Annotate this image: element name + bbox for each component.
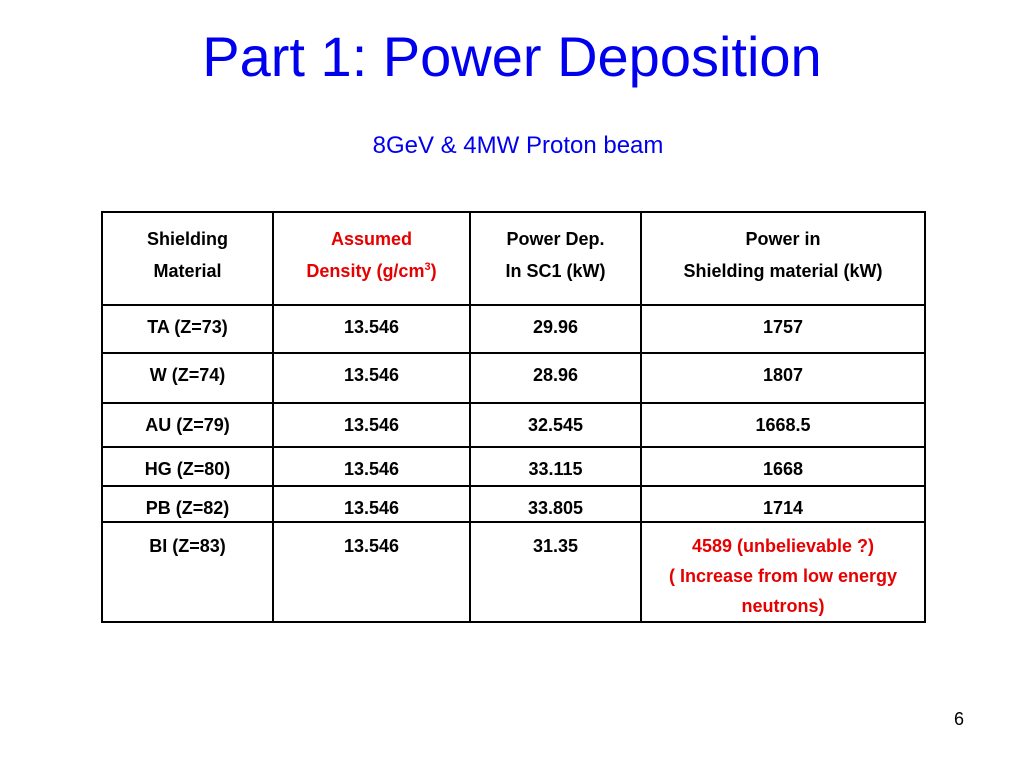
header-line: Density (g/cm3)	[274, 255, 469, 287]
cell-material: PB (Z=82)	[101, 485, 274, 523]
header-line-text: Density (g/cm	[306, 261, 425, 281]
cell-power-shield: 1807	[640, 352, 926, 404]
header-power-dep: Power Dep. In SC1 (kW)	[469, 211, 642, 306]
cell-power-sc1: 32.545	[469, 402, 642, 448]
cell-density: 13.546	[272, 521, 471, 623]
cell-density: 13.546	[272, 485, 471, 523]
header-line: Shielding	[147, 229, 228, 249]
cell-power-shield: 1668	[640, 446, 926, 487]
cell-material: AU (Z=79)	[101, 402, 274, 448]
table-row: BI (Z=83) 13.546 31.35 4589 (unbelievabl…	[101, 521, 926, 623]
header-line: In SC1 (kW)	[505, 261, 606, 281]
header-shielding-material: Shielding Material	[101, 211, 274, 306]
cell-power-sc1: 29.96	[469, 304, 642, 354]
cell-power-sc1: 28.96	[469, 352, 642, 404]
cell-density: 13.546	[272, 352, 471, 404]
header-assumed-density: Assumed Density (g/cm3)	[272, 211, 471, 306]
table-header-row: Shielding Material Assumed Density (g/cm…	[101, 211, 926, 306]
cell-power-shield: 1668.5	[640, 402, 926, 448]
cell-density: 13.546	[272, 402, 471, 448]
page-number: 6	[953, 709, 964, 729]
cell-power-shield-note: ( Increase from low energy neutrons)	[668, 566, 898, 616]
cell-power-shield: 1757	[640, 304, 926, 354]
table-row: PB (Z=82) 13.546 33.805 1714	[101, 485, 926, 523]
cell-power-shield: 1714	[640, 485, 926, 523]
header-line: Power in	[745, 229, 821, 249]
cell-material: HG (Z=80)	[101, 446, 274, 487]
superscript: 3	[424, 261, 431, 273]
cell-power-shield: 4589 (unbelievable ?) ( Increase from lo…	[640, 521, 926, 623]
cell-material: BI (Z=83)	[101, 521, 274, 623]
header-line: Shielding material (kW)	[683, 261, 883, 281]
cell-power-sc1: 31.35	[469, 521, 642, 623]
cell-density: 13.546	[272, 304, 471, 354]
table-row: HG (Z=80) 13.546 33.115 1668	[101, 446, 926, 487]
cell-power-shield-value: 4589 (unbelievable ?)	[691, 536, 875, 556]
table-row: W (Z=74) 13.546 28.96 1807	[101, 352, 926, 404]
power-deposition-table: Shielding Material Assumed Density (g/cm…	[101, 211, 926, 623]
cell-material: TA (Z=73)	[101, 304, 274, 354]
cell-power-sc1: 33.115	[469, 446, 642, 487]
cell-density: 13.546	[272, 446, 471, 487]
slide-subtitle: 8GeV & 4MW Proton beam	[372, 132, 664, 159]
header-line: Assumed	[330, 229, 413, 249]
slide-title: Part 1: Power Deposition	[202, 25, 822, 88]
header-line: Power Dep.	[506, 229, 605, 249]
cell-power-sc1: 33.805	[469, 485, 642, 523]
header-line-end: )	[430, 261, 437, 281]
header-line: Material	[153, 261, 222, 281]
table-row: TA (Z=73) 13.546 29.96 1757	[101, 304, 926, 354]
table-row: AU (Z=79) 13.546 32.545 1668.5	[101, 402, 926, 448]
cell-material: W (Z=74)	[101, 352, 274, 404]
header-power-shielding: Power in Shielding material (kW)	[640, 211, 926, 306]
